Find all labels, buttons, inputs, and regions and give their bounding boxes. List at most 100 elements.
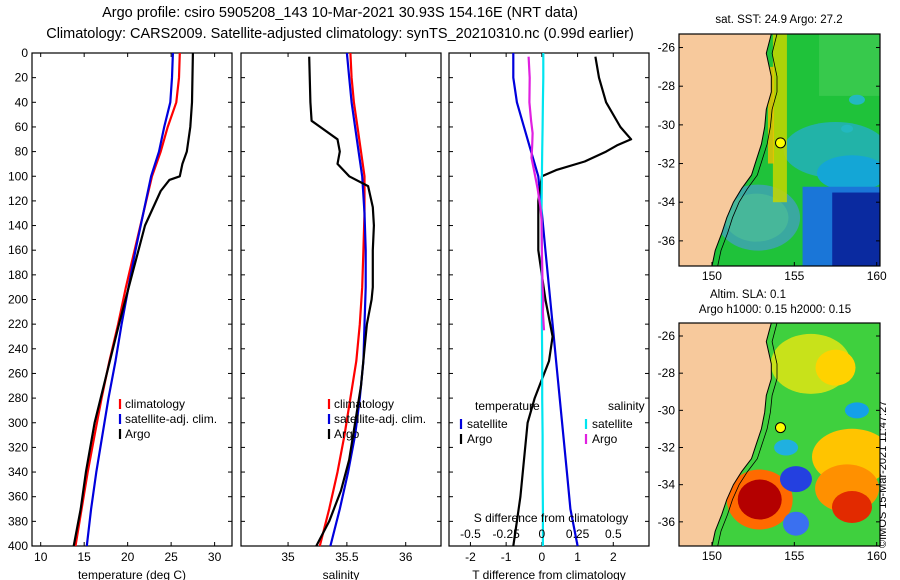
sla_map-xtick-label: 160	[867, 549, 887, 563]
legend-label: satellite	[592, 417, 633, 431]
depth-tick-label: 60	[15, 120, 29, 134]
coastline	[711, 323, 772, 546]
argo-position-marker	[774, 422, 786, 434]
sst_map-ytick-label: -30	[658, 118, 676, 132]
page-title: Argo profile: csiro 5905208_143 10-Mar-2…	[102, 5, 578, 21]
sla-map-title: Altim. SLA: 0.1	[710, 289, 786, 301]
sst_map-ytick-label: -32	[658, 157, 676, 171]
shelf-contour	[717, 323, 778, 546]
depth-tick-label: 240	[8, 342, 28, 356]
sst_map-frame	[678, 33, 881, 267]
salinity-xtick-label: 35.5	[335, 550, 359, 564]
sla-low-eddy	[782, 511, 809, 536]
legend-label: climatology	[334, 397, 394, 411]
salinity-panel: 35 35.5 36 salinity climatologysatellite-adj…	[240, 52, 442, 580]
depth-tick-label: 220	[8, 317, 28, 331]
depth-tick-label: 340	[8, 465, 28, 479]
temperature-xtick-label: 20	[121, 550, 135, 564]
sla_map-ytick-label: -26	[658, 329, 676, 343]
depth-tick-label: 300	[8, 416, 28, 430]
sst_map-xtick-label: 150	[702, 269, 722, 283]
secondary-xtick-label: 0.25	[566, 527, 590, 541]
difference-panel: -2 -1 0 1 2 T difference from climatology temp…	[448, 52, 650, 580]
sst-cool-patch	[817, 155, 880, 192]
difference-xlabel: T difference from climatology	[472, 568, 626, 580]
difference-axes-frame	[448, 52, 650, 547]
salinity-xtick-label: 35	[281, 550, 295, 564]
sst_map-xtick-label: 160	[867, 269, 887, 283]
series-temperature-satellite	[512, 53, 579, 547]
series-satellite-adj-clim-	[329, 52, 367, 547]
legend-label: satellite-adj. clim.	[334, 412, 426, 426]
sla-low-eddy	[779, 466, 812, 493]
legend-label: climatology	[125, 397, 185, 411]
sla_map-xtick-label: 150	[702, 549, 722, 563]
sst-patch	[819, 34, 880, 96]
depth-tick-label: 200	[8, 293, 28, 307]
salinity-xtick-label: 36	[399, 550, 413, 564]
sla_map-frame	[678, 322, 881, 547]
depth-tick-label: 40	[15, 95, 29, 109]
sla-hot-patch	[831, 490, 872, 523]
shelf-contour	[717, 34, 778, 266]
sla-map-subtitle: Argo h1000: 0.15 h2000: 0.15	[699, 304, 851, 316]
difference-xlabel-top: S difference from climatology	[474, 511, 629, 525]
sla_map-ytick-label: -34	[658, 478, 676, 492]
difference-xtick-label: 0	[539, 550, 546, 564]
series-satellite-adj-clim-	[85, 52, 174, 547]
depth-tick-label: 0	[21, 46, 28, 60]
sst-coldest-region	[832, 192, 880, 266]
sst-eddy-core	[724, 193, 789, 242]
depth-tick-label: 100	[8, 169, 28, 183]
sst_map-ytick-label: -36	[658, 234, 676, 248]
legend-title: salinity	[608, 399, 645, 413]
legend-label: Argo	[592, 432, 618, 446]
sla_map-ytick-label: -30	[658, 403, 676, 417]
depth-tick-label: 80	[15, 145, 29, 159]
sla_map-ytick-label: -36	[658, 515, 676, 529]
depth-tick-label: 180	[8, 268, 28, 282]
sla_map-ytick-label: -28	[658, 366, 676, 380]
land	[679, 34, 772, 266]
salinity-xlabel: salinity	[323, 568, 360, 580]
sla_map-xtick-label: 155	[784, 549, 804, 563]
temperature-axes-frame	[31, 52, 233, 547]
depth-tick-label: 320	[8, 440, 28, 454]
depth-tick-label: 120	[8, 194, 28, 208]
sst-map-title: sat. SST: 24.9 Argo: 27.2	[715, 14, 842, 26]
temperature-panel: 0 20 40 60 80 100 120 140 160 180 200 220 240 260 280 3…	[8, 46, 233, 580]
sst_map-ytick-label: -34	[658, 195, 676, 209]
series-climatology	[318, 52, 366, 547]
legend-label: Argo	[467, 432, 493, 446]
temperature-xlabel: temperature (deg C)	[78, 568, 186, 580]
secondary-xtick-label: -0.5	[460, 527, 481, 541]
sst-warm-current	[772, 34, 787, 203]
land	[679, 323, 772, 546]
depth-tick-label: 360	[8, 490, 28, 504]
temperature-xtick-label: 25	[164, 550, 178, 564]
depth-tick-label: 160	[8, 243, 28, 257]
temperature-xtick-label: 15	[77, 550, 91, 564]
legend-label: Argo	[334, 427, 360, 441]
sst-spot	[848, 94, 865, 105]
sla_map-ytick-label: -32	[658, 441, 676, 455]
difference-xtick-label: -1	[501, 550, 512, 564]
sst_map-panel: -26 -28 -30 -32 -34 -36 150 155 160 sat. SST: 24.…	[658, 14, 887, 283]
series-argo	[308, 56, 375, 547]
difference-xtick-label: -2	[465, 550, 476, 564]
depth-tick-label: 380	[8, 514, 28, 528]
depth-tick-label: 140	[8, 219, 28, 233]
legend-label: Argo	[125, 427, 151, 441]
series-climatology	[74, 52, 181, 547]
page-subtitle: Climatology: CARS2009. Satellite-adjuste…	[46, 26, 634, 42]
sla-low-patch	[844, 402, 869, 419]
sst_map-ytick-label: -26	[658, 41, 676, 55]
depth-tick-label: 400	[8, 539, 28, 553]
temperature-xtick-label: 30	[208, 550, 222, 564]
series-temperature-argo	[512, 56, 633, 547]
depth-tick-label: 280	[8, 391, 28, 405]
series-salinity-argo	[527, 56, 546, 331]
sla_map-field	[679, 323, 880, 546]
legend-label: satellite-adj. clim.	[125, 412, 217, 426]
